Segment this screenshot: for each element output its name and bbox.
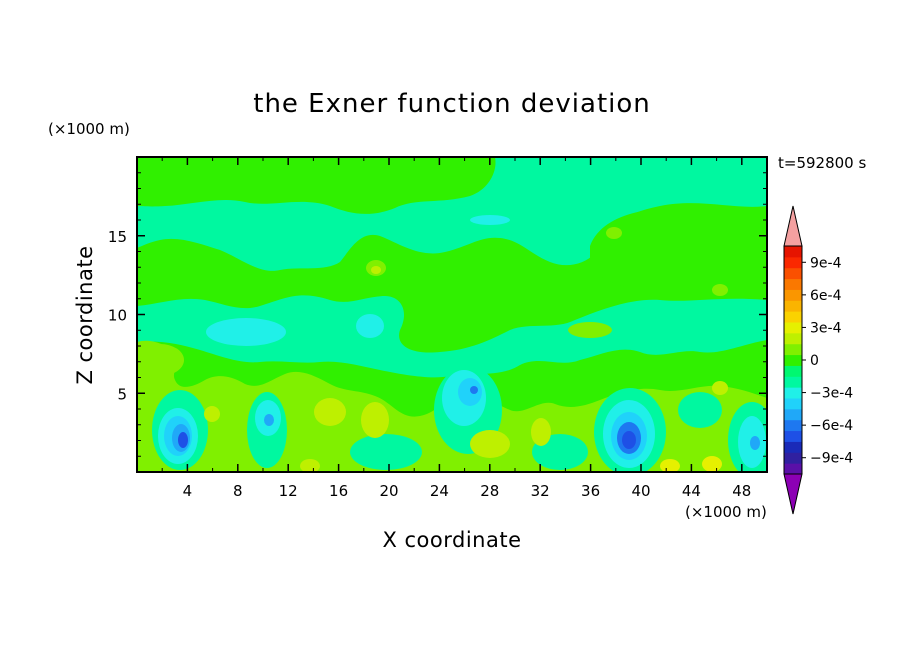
colorbar-swatch [784, 441, 802, 453]
contour-yellow-3 [470, 430, 510, 458]
x-tick-label: 12 [279, 482, 298, 500]
x-tick-label: 44 [682, 482, 701, 500]
contour-cyan-6 [350, 434, 422, 470]
contour-yellow-12 [702, 456, 722, 472]
contour-core-1 [178, 432, 188, 448]
contour-yellow-8 [568, 322, 612, 338]
colorbar-swatch [784, 256, 802, 269]
colorbar-swatch [784, 354, 802, 366]
colorbar-label: −6e-4 [810, 418, 853, 434]
y-unit-label: (×1000 m) [48, 120, 130, 138]
x-tick-label: 28 [480, 482, 499, 500]
contour-region-top-green [137, 157, 496, 214]
y-axis: 5 10 15 [108, 172, 767, 457]
colorbar-swatch [784, 278, 802, 290]
y-axis-title: Z coordinate [73, 245, 97, 384]
contour-yellow-2 [361, 402, 389, 438]
colorbar-swatch [784, 300, 802, 312]
contour-yellow-7 [371, 266, 381, 274]
y-tick-label: 5 [117, 385, 127, 403]
colorbar-swatch [784, 332, 802, 345]
contour-region-right-green [590, 205, 767, 303]
x-axis: 4 8 12 16 20 24 28 32 36 40 44 48 [161, 157, 751, 500]
contour-blue-3 [264, 414, 274, 426]
contour-yellow-5 [204, 406, 220, 422]
chart-title: the Exner function deviation [253, 89, 651, 119]
colorbar-swatch [784, 408, 802, 421]
x-axis-title: X coordinate [382, 528, 521, 552]
contour-cyan-8 [678, 392, 722, 428]
colorbar-swatch [784, 376, 802, 388]
colorbar-swatch [784, 452, 802, 464]
contour-field [137, 157, 767, 472]
contour-yellow-1 [314, 398, 346, 426]
x-tick-label: 40 [631, 482, 650, 500]
y-tick-label: 10 [108, 307, 127, 325]
contour-yellow-14 [300, 459, 320, 472]
colorbar-swatch [784, 419, 802, 432]
contour-cyan-11 [470, 215, 510, 225]
contour-cyan-9 [206, 318, 286, 346]
colorbar-swatch [784, 430, 802, 442]
colorbar-label: 9e-4 [810, 255, 842, 271]
colorbar-label: 6e-4 [810, 288, 842, 304]
contour-blue-4 [470, 386, 478, 394]
colorbar-swatch [784, 311, 802, 323]
contour-yellow-10 [712, 284, 728, 296]
contour-yellow-4 [531, 418, 551, 446]
contour-lightblue-8 [458, 378, 482, 406]
time-label: t=592800 s [778, 154, 866, 172]
x-tick-label: 24 [430, 482, 449, 500]
colorbar-swatch [784, 322, 802, 334]
colorbar-label: 0 [810, 353, 819, 369]
colorbar-swatch [784, 398, 802, 410]
contour-yellow-9 [606, 227, 622, 239]
x-tick-label: 48 [732, 482, 751, 500]
contour-cyan-10 [356, 314, 384, 338]
contour-yellow-13 [660, 459, 680, 472]
colorbar: 9e-4 6e-4 3e-4 0 −3e-4 −6e-4 −9e-4 [783, 205, 853, 515]
colorbar-swatch [784, 267, 802, 280]
contour-yellow-15 [712, 381, 728, 395]
x-tick-label: 32 [531, 482, 550, 500]
colorbar-swatch [784, 246, 802, 258]
contour-yellow-11 [137, 344, 184, 376]
colorbar-swatch [784, 463, 802, 475]
colorbar-swatch [784, 387, 802, 399]
contour-core-2 [622, 431, 636, 449]
colorbar-swatch [784, 365, 802, 377]
colorbar-swatch [784, 289, 802, 301]
x-tick-label: 20 [379, 482, 398, 500]
contour-blue-5 [750, 436, 760, 450]
colorbar-extend-high [783, 205, 803, 247]
colorbar-swatch [784, 343, 802, 356]
x-tick-label: 8 [233, 482, 243, 500]
x-unit-label: (×1000 m) [685, 503, 767, 521]
colorbar-label: −3e-4 [810, 386, 853, 402]
y-tick-label: 15 [108, 228, 127, 246]
x-tick-label: 4 [183, 482, 193, 500]
colorbar-label: 3e-4 [810, 320, 842, 336]
colorbar-label: −9e-4 [810, 451, 853, 467]
colorbar-extend-low [783, 473, 803, 515]
contour-region-mid [137, 295, 767, 378]
x-tick-label: 36 [581, 482, 600, 500]
x-tick-label: 16 [329, 482, 348, 500]
